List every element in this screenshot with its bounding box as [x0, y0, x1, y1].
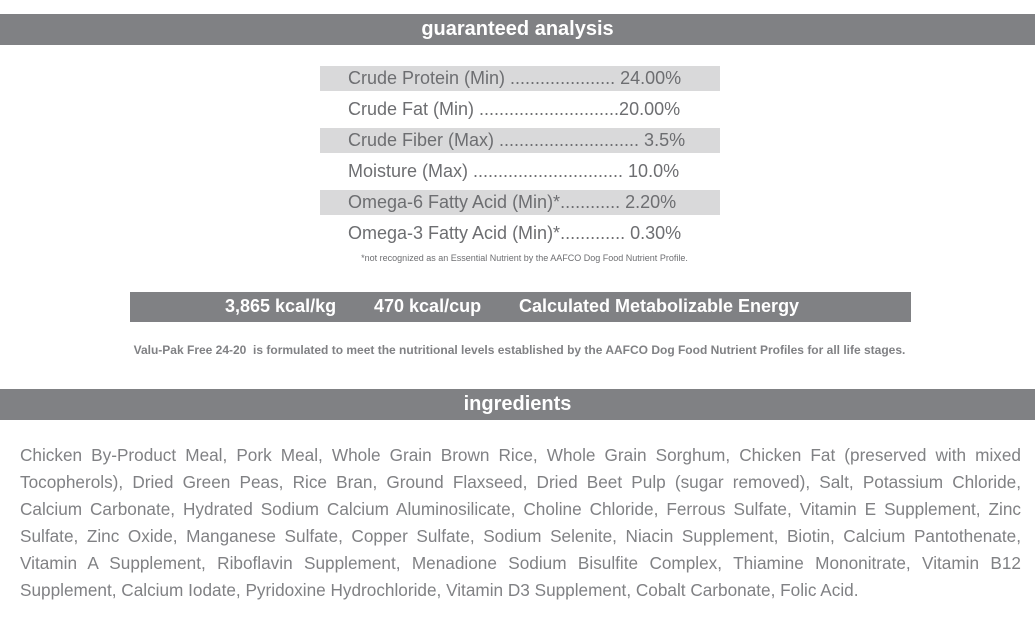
- formulation-statement: Valu-Pak Free 24-20 is formulated to mee…: [0, 343, 1035, 357]
- ingredients-heading: ingredients: [0, 389, 1035, 420]
- analysis-row-omega-6: Omega-6 Fatty Acid (Min)*............ 2.…: [320, 190, 720, 215]
- energy-kcal-per-cup: 470 kcal/cup: [374, 296, 482, 316]
- guaranteed-analysis-heading: guaranteed analysis: [0, 14, 1035, 45]
- analysis-row-moisture: Moisture (Max) .........................…: [348, 161, 680, 181]
- energy-label: Calculated Metabolizable Energy: [519, 296, 800, 316]
- analysis-row-omega-3: Omega-3 Fatty Acid (Min)*............. 0…: [348, 223, 682, 243]
- ingredients-list: Chicken By-Product Meal, Pork Meal, Whol…: [20, 445, 1021, 600]
- analysis-footnote: *not recognized as an Essential Nutrient…: [0, 253, 1035, 263]
- analysis-row-crude-protein: Crude Protein (Min) ....................…: [320, 66, 720, 91]
- guaranteed-analysis-table: Crude Protein (Min) ....................…: [320, 66, 720, 252]
- analysis-footnote-text: *not recognized as an Essential Nutrient…: [361, 253, 688, 263]
- formulation-statement-text: Valu-Pak Free 24-20 is formulated to mee…: [133, 343, 906, 357]
- energy-kcal-per-kg: 3,865 kcal/kg: [225, 296, 337, 316]
- analysis-row-crude-fiber: Crude Fiber (Max) ......................…: [320, 128, 720, 153]
- analysis-row-crude-fat: Crude Fat (Min) ........................…: [348, 99, 681, 119]
- energy-bar: 3,865 kcal/kg 470 kcal/cup Calculated Me…: [130, 292, 911, 322]
